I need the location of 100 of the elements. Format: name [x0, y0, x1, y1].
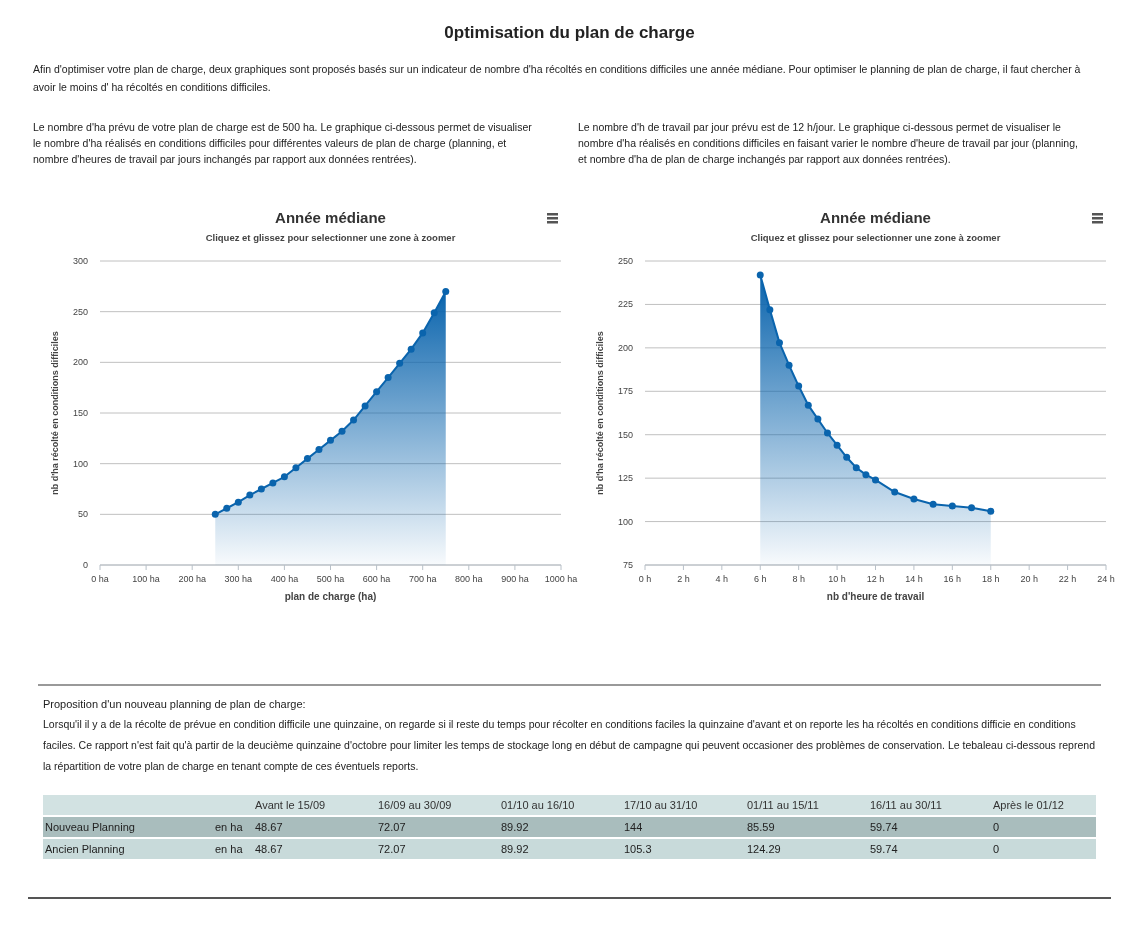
point: [234, 498, 242, 506]
data-label: 0: [993, 821, 1000, 833]
x-tick-label: 500 ha: [316, 574, 345, 584]
y-tick-label: 75: [622, 560, 633, 570]
chart-subtitle: Cliquez et glissez pour selectionner une zone à zoomer: [750, 232, 1001, 243]
point: [756, 271, 764, 279]
point: [843, 453, 851, 461]
point: [257, 485, 265, 493]
data-label: 72.07: [378, 843, 406, 855]
point: [350, 416, 358, 424]
point: [430, 309, 438, 317]
x-tick-label: Avant le 15/09: [255, 799, 326, 811]
data-label: 59.74: [870, 843, 898, 855]
point: [361, 402, 369, 410]
data-label: 144: [624, 821, 643, 833]
point: [795, 382, 803, 390]
point: [315, 445, 323, 453]
chart-title: Année médiane: [275, 209, 386, 226]
y2-tick-label: en ha: [215, 821, 244, 833]
chart-title: Proposition d'un nouveau planning de plan de charge:: [43, 698, 306, 710]
data-label: 85.59: [747, 821, 775, 833]
data-label: 48.67: [255, 843, 283, 855]
point: [246, 491, 254, 499]
x-tick-label: 1000 ha: [544, 574, 578, 584]
x-tick-label: 20 h: [1020, 574, 1038, 584]
point: [910, 495, 918, 503]
text: Afin d'optimiser votre plan de charge, deux graphiques sont proposés basés sur un indicateur de nombre d'ha récoltés en conditions difficiles une année médiane. Pour optimiser le planning de plan de charge, il faut chercher à avoir le moins d' ha récoltés en conditions difficiles.: [33, 63, 1081, 93]
point: [891, 488, 899, 496]
point: [814, 415, 822, 423]
x-tick-label: 12 h: [866, 574, 885, 584]
chart-title: Année médiane: [820, 209, 931, 226]
text: Le nombre d'h de travail par jour prévu est de 12 h/jour. Le graphique ci-dessous permet de visualiser le nombre d'ha réalisés en conditions difficiles en faisant varier le nombre d'heure de travail par jour (planning, et nombre d'ha de plan de charge inchangés par rapport aux données rentrées).: [578, 121, 1078, 165]
point: [269, 479, 277, 487]
y-tick-label: 225: [617, 299, 633, 310]
y-tick-label: 0: [82, 560, 88, 570]
point: [442, 287, 450, 295]
x-tick-label: 16/09 au 30/09: [378, 799, 452, 811]
data-label: 72.07: [378, 821, 406, 833]
point: [852, 464, 860, 472]
point: [823, 429, 831, 437]
point: [804, 401, 812, 409]
y2-tick-label: en ha: [215, 843, 244, 855]
point: [833, 441, 841, 449]
x-tick-label: 100 ha: [132, 574, 160, 584]
y-tick-label: 250: [617, 256, 633, 266]
point: [373, 388, 381, 396]
x-tick-label: 200 ha: [178, 574, 206, 584]
x-tick-label: 6 h: [753, 574, 767, 584]
x-tick-label: 10 h: [828, 574, 846, 584]
y-tick-label: 100: [617, 516, 633, 527]
x-axis-title: nb d'heure de travail: [826, 591, 925, 602]
data-label: 105.3: [624, 843, 652, 855]
point: [280, 473, 288, 481]
point: [303, 455, 311, 463]
point: [785, 361, 793, 369]
chart-subtitle: Cliquez et glissez pour selectionner une zone à zoomer: [205, 232, 456, 243]
text: Lorsqu'il il y a de la récolte de prévue en condition difficile une quinzaine, on regarde si il reste du temps pour récolter en conditions faciles la quinzaine d'avant et on reporte les ha récoltés en conditions difficie en conditions faciles. Ce rapport n'est fait qu'à partir de la deucième quinzaine d'octobre pour limiter les temps de stockage long en début de campagne qui peuvent occasioner des problèmes de conservation. Le tebaleau ci-dessous reprend la répartition de votre plan de charge en tenant compte de ces éventuels reports.: [43, 718, 1096, 772]
point: [211, 510, 219, 518]
x-tick-label: 0 h: [638, 574, 652, 584]
x-tick-label: 14 h: [905, 574, 923, 584]
y-tick-label: 50: [77, 509, 88, 520]
x-axis-title: plan de charge (ha): [284, 591, 377, 602]
x-tick-label: 16/11 au 30/11: [870, 799, 942, 811]
point: [775, 339, 783, 347]
point: [968, 504, 976, 512]
x-tick-label: 600 ha: [362, 574, 391, 584]
y-tick-label: Ancien Planning: [45, 843, 125, 855]
y-tick-label: 250: [72, 306, 88, 317]
data-label: 89.92: [501, 843, 529, 855]
y-tick-label: 200: [617, 342, 633, 353]
x-tick-label: Après le 01/12: [993, 799, 1064, 811]
data-label: 124.29: [747, 843, 781, 855]
x-tick-label: 300 ha: [224, 574, 253, 584]
point: [419, 329, 427, 337]
point: [292, 464, 300, 472]
point: [396, 359, 404, 367]
y-axis-title: nb d'ha récolté en conditions difficiles: [595, 331, 605, 495]
data-label: 0: [993, 843, 1000, 855]
point: [407, 345, 415, 353]
x-tick-label: 16 h: [943, 574, 962, 584]
y-tick-label: 175: [617, 386, 633, 397]
x-tick-label: 2 h: [677, 574, 690, 584]
point: [384, 374, 392, 382]
point: [766, 306, 774, 314]
data-label: 48.67: [255, 821, 283, 833]
point: [872, 476, 879, 484]
data-label: 89.92: [501, 821, 529, 833]
x-tick-label: 22 h: [1058, 574, 1077, 584]
x-tick-label: 24 h: [1097, 574, 1115, 584]
point: [929, 500, 937, 508]
point: [223, 504, 231, 512]
y-tick-label: 150: [617, 429, 633, 440]
point: [862, 471, 870, 479]
data-label: 59.74: [870, 821, 898, 833]
y-tick-label: Nouveau Planning: [45, 821, 135, 833]
x-tick-label: 700 ha: [408, 574, 437, 584]
text: 0ptimisation du plan de charge: [444, 23, 695, 42]
y-axis-title: nb d'ha récolté en conditions difficiles: [50, 331, 60, 495]
y-tick-label: 150: [72, 408, 88, 418]
point: [948, 502, 956, 510]
